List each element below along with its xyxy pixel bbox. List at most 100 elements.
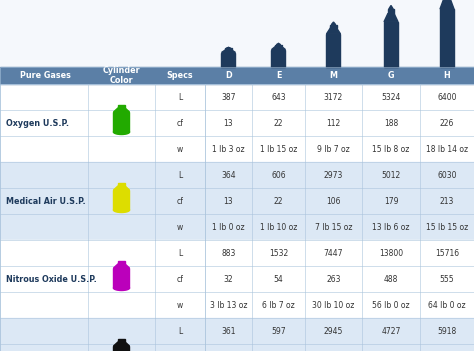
Bar bbox=[384, 22, 398, 67]
Text: 1 lb 0 oz: 1 lb 0 oz bbox=[212, 223, 245, 232]
Bar bbox=[388, 9, 394, 14]
Ellipse shape bbox=[113, 130, 129, 134]
Polygon shape bbox=[113, 264, 129, 268]
Bar bbox=[118, 339, 125, 342]
Bar bbox=[275, 45, 282, 46]
Text: Pure Gases: Pure Gases bbox=[19, 71, 71, 80]
Text: w: w bbox=[177, 300, 183, 310]
Text: 188: 188 bbox=[384, 119, 398, 127]
Text: 6400: 6400 bbox=[437, 93, 457, 101]
Text: w: w bbox=[177, 223, 183, 232]
Text: 364: 364 bbox=[221, 171, 236, 179]
Bar bbox=[0, 162, 474, 240]
Text: 597: 597 bbox=[271, 326, 286, 336]
Text: 6030: 6030 bbox=[437, 171, 457, 179]
Text: 15 lb 8 oz: 15 lb 8 oz bbox=[372, 145, 410, 153]
Bar bbox=[0, 84, 474, 162]
Text: 18 lb 14 oz: 18 lb 14 oz bbox=[426, 145, 468, 153]
Bar bbox=[118, 261, 125, 264]
Text: 5324: 5324 bbox=[381, 93, 401, 101]
Ellipse shape bbox=[113, 285, 129, 291]
Bar bbox=[0, 67, 474, 84]
Text: 5918: 5918 bbox=[438, 326, 456, 336]
Text: w: w bbox=[177, 145, 183, 153]
Polygon shape bbox=[331, 22, 336, 25]
Text: 1 lb 10 oz: 1 lb 10 oz bbox=[260, 223, 297, 232]
Text: 22: 22 bbox=[274, 197, 283, 205]
Text: 2973: 2973 bbox=[324, 171, 343, 179]
Bar bbox=[113, 190, 129, 210]
Polygon shape bbox=[221, 50, 236, 53]
Polygon shape bbox=[389, 6, 393, 9]
Polygon shape bbox=[113, 186, 129, 190]
Bar bbox=[118, 183, 125, 186]
Text: Cylinder
Color: Cylinder Color bbox=[103, 66, 140, 85]
Text: 1 lb 3 oz: 1 lb 3 oz bbox=[212, 145, 245, 153]
Text: 361: 361 bbox=[221, 326, 236, 336]
Text: 555: 555 bbox=[440, 274, 454, 284]
Bar bbox=[327, 34, 340, 67]
Text: 56 lb 0 oz: 56 lb 0 oz bbox=[372, 300, 410, 310]
Text: 1 lb 15 oz: 1 lb 15 oz bbox=[260, 145, 297, 153]
Text: 1532: 1532 bbox=[269, 249, 288, 258]
Bar bbox=[113, 346, 129, 351]
Text: 13 lb 6 oz: 13 lb 6 oz bbox=[372, 223, 410, 232]
Text: 2945: 2945 bbox=[324, 326, 343, 336]
Text: 30 lb 10 oz: 30 lb 10 oz bbox=[312, 300, 355, 310]
Polygon shape bbox=[113, 342, 129, 346]
Text: cf: cf bbox=[176, 197, 183, 205]
Text: 387: 387 bbox=[221, 93, 236, 101]
Text: 64 lb 0 oz: 64 lb 0 oz bbox=[428, 300, 466, 310]
Text: 7 lb 15 oz: 7 lb 15 oz bbox=[315, 223, 352, 232]
Text: 6 lb 7 oz: 6 lb 7 oz bbox=[262, 300, 295, 310]
Polygon shape bbox=[226, 47, 231, 48]
Text: 13: 13 bbox=[224, 197, 233, 205]
Bar bbox=[440, 9, 454, 67]
Text: 15 lb 15 oz: 15 lb 15 oz bbox=[426, 223, 468, 232]
Bar bbox=[113, 112, 129, 132]
Text: 7447: 7447 bbox=[324, 249, 343, 258]
Polygon shape bbox=[272, 46, 285, 49]
Text: 606: 606 bbox=[271, 171, 286, 179]
Bar bbox=[113, 268, 129, 288]
Text: 106: 106 bbox=[326, 197, 341, 205]
Bar bbox=[221, 53, 236, 67]
Text: 643: 643 bbox=[271, 93, 286, 101]
Ellipse shape bbox=[113, 207, 129, 212]
Bar bbox=[272, 49, 285, 67]
Text: Oxygen U.S.P.: Oxygen U.S.P. bbox=[6, 119, 69, 127]
Bar bbox=[225, 48, 232, 50]
Text: L: L bbox=[178, 171, 182, 179]
Text: cf: cf bbox=[176, 119, 183, 127]
Bar bbox=[0, 67, 474, 84]
Text: 226: 226 bbox=[440, 119, 454, 127]
Text: 213: 213 bbox=[440, 197, 454, 205]
Text: 883: 883 bbox=[221, 249, 236, 258]
Text: cf: cf bbox=[176, 274, 183, 284]
Bar bbox=[0, 318, 474, 351]
Text: Nitrous Oxide U.S.P.: Nitrous Oxide U.S.P. bbox=[6, 274, 97, 284]
Text: L: L bbox=[178, 93, 182, 101]
Text: 9 lb 7 oz: 9 lb 7 oz bbox=[317, 145, 350, 153]
Bar bbox=[118, 105, 125, 108]
Text: 488: 488 bbox=[384, 274, 398, 284]
Text: Specs: Specs bbox=[167, 71, 193, 80]
Text: 15716: 15716 bbox=[435, 249, 459, 258]
Text: 13: 13 bbox=[224, 119, 233, 127]
Polygon shape bbox=[276, 43, 281, 45]
Text: H: H bbox=[444, 71, 450, 80]
Text: M: M bbox=[329, 71, 337, 80]
Text: 4727: 4727 bbox=[381, 326, 401, 336]
Text: L: L bbox=[178, 249, 182, 258]
Text: D: D bbox=[225, 71, 232, 80]
Text: 5012: 5012 bbox=[382, 171, 401, 179]
Polygon shape bbox=[113, 108, 129, 112]
Polygon shape bbox=[440, 0, 454, 9]
Text: 13800: 13800 bbox=[379, 249, 403, 258]
Text: 3172: 3172 bbox=[324, 93, 343, 101]
Text: 179: 179 bbox=[384, 197, 398, 205]
Bar bbox=[330, 25, 337, 28]
Text: G: G bbox=[388, 71, 394, 80]
Text: 32: 32 bbox=[224, 274, 233, 284]
Polygon shape bbox=[384, 14, 398, 22]
